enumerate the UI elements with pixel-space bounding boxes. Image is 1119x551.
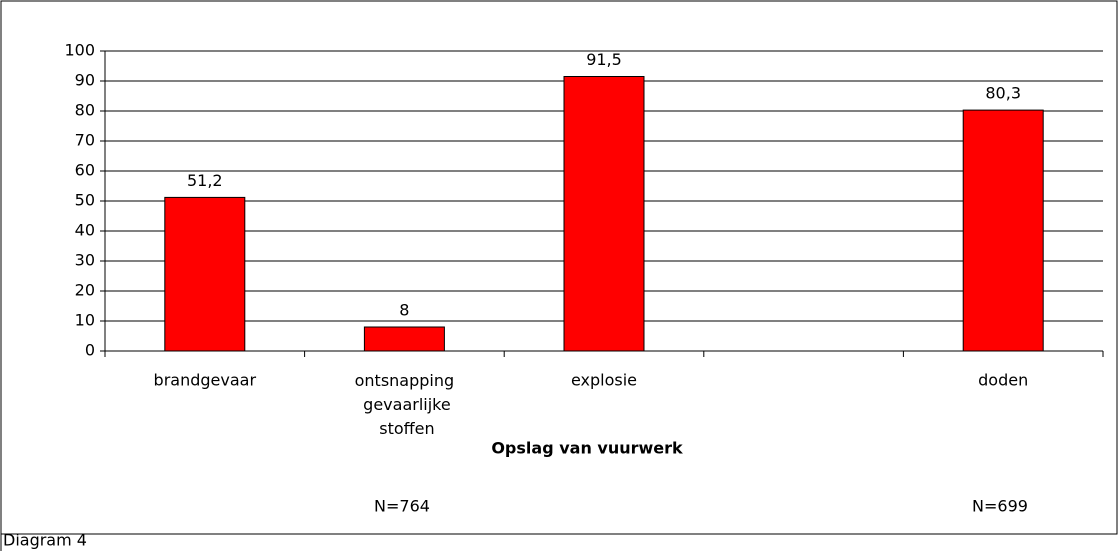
- y-tick-label: 80: [75, 101, 95, 120]
- x-tick-label: doden: [978, 371, 1028, 390]
- data-label: 91,5: [586, 50, 622, 69]
- data-label: 8: [399, 301, 409, 320]
- y-tick-label: 60: [75, 161, 95, 180]
- y-tick-label: 40: [75, 221, 95, 240]
- bar: [563, 76, 645, 352]
- annotation: N=699: [972, 497, 1028, 516]
- y-tick-label: 30: [75, 251, 95, 270]
- annotation: N=764: [374, 497, 430, 516]
- footer: Diagram 4: [3, 531, 87, 550]
- y-tick-label: 10: [75, 311, 95, 330]
- x-tick-label: brandgevaar: [154, 371, 257, 390]
- bar: [962, 109, 1044, 352]
- bar: [363, 326, 445, 352]
- y-tick-label: 90: [75, 71, 95, 90]
- y-tick-label: 0: [85, 341, 95, 360]
- x-tick-label: ontsnapping gevaarlijke stoffen: [355, 371, 455, 438]
- data-label: 80,3: [985, 84, 1021, 103]
- x-axis-title: Opslag van vuurwerk: [491, 439, 683, 458]
- y-tick-label: 70: [75, 131, 95, 150]
- y-tick-label: 100: [64, 41, 95, 60]
- data-label: 51,2: [187, 171, 223, 190]
- y-tick-label: 50: [75, 191, 95, 210]
- x-tick-label: explosie: [571, 371, 637, 390]
- bar: [164, 196, 246, 352]
- y-tick-label: 20: [75, 281, 95, 300]
